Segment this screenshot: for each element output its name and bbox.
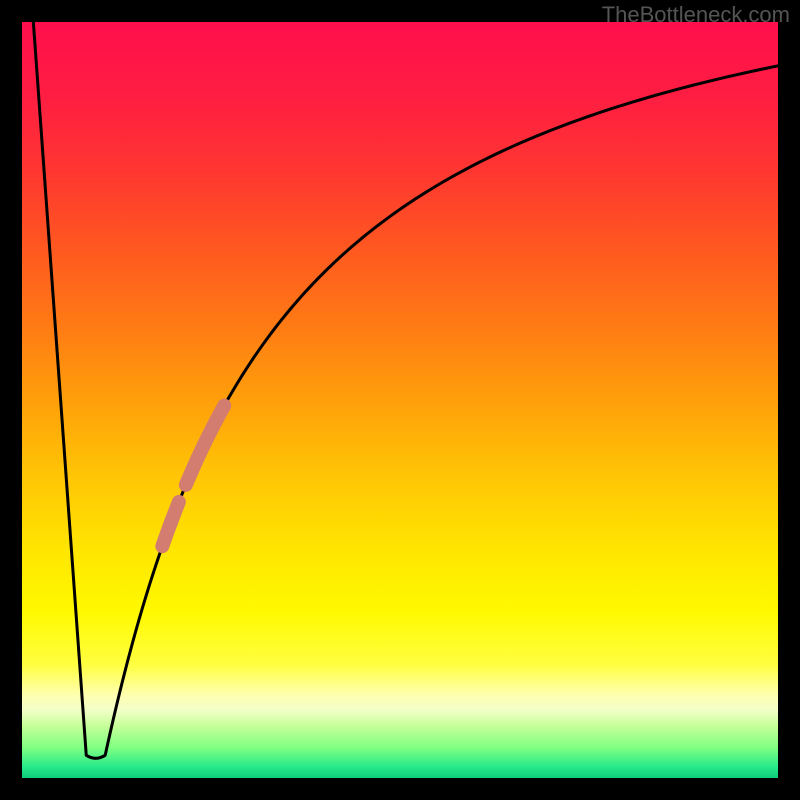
chart-container: TheBottleneck.com	[0, 0, 800, 800]
highlight-segment	[162, 519, 172, 546]
gradient-background	[22, 22, 778, 778]
watermark-text: TheBottleneck.com	[602, 2, 790, 28]
bottleneck-curve-chart	[0, 0, 800, 800]
